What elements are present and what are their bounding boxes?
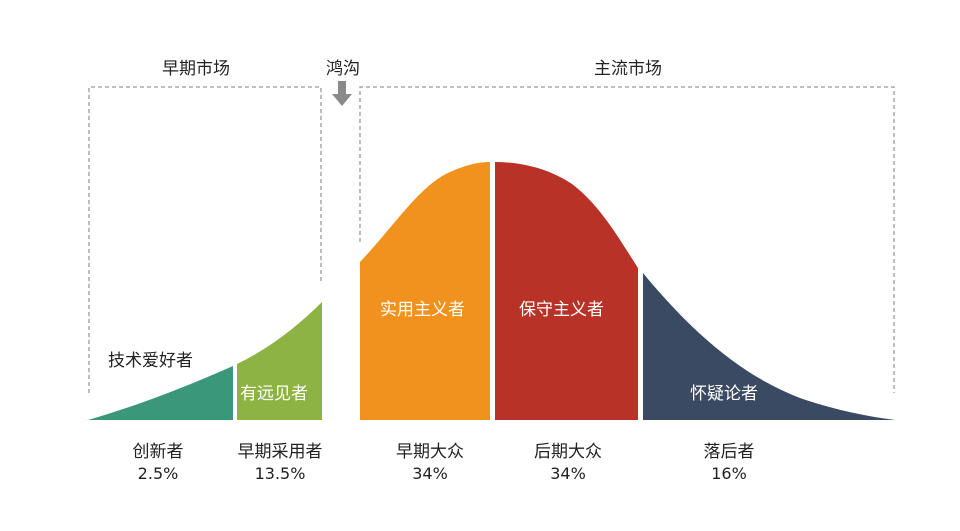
chasm-arrow-icon — [332, 81, 352, 106]
late-majority-name: 后期大众 — [534, 442, 602, 462]
laggards-name: 落后者 — [703, 442, 755, 462]
chasm-label: 鸿沟 — [326, 59, 360, 79]
early-majority-percent: 34% — [412, 464, 448, 483]
conservatives-label: 保守主义者 — [519, 300, 604, 320]
pragmatists-label: 实用主义者 — [380, 300, 465, 320]
early-adopters-percent: 13.5% — [254, 464, 306, 483]
early-majority-name: 早期大众 — [396, 442, 464, 462]
segment-early-majority — [360, 162, 490, 420]
innovators-name: 创新者 — [132, 442, 184, 462]
segment-innovators — [88, 366, 233, 420]
laggards-percent: 16% — [711, 464, 747, 483]
mainstream-market-bracket — [359, 86, 895, 393]
innovators-percent: 2.5% — [137, 464, 179, 483]
tech-enthusiasts-label: 技术爱好者 — [108, 351, 193, 371]
late-majority-percent: 34% — [550, 464, 586, 483]
segment-laggards — [643, 273, 895, 420]
segment-early-adopters — [237, 302, 322, 420]
visionaries-label: 有远见者 — [240, 384, 308, 404]
early-adopters-name: 早期采用者 — [237, 442, 323, 462]
early-market-bracket — [88, 86, 322, 393]
mainstream-market-label: 主流市场 — [594, 59, 662, 79]
segment-late-majority — [495, 162, 638, 420]
skeptics-label: 怀疑论者 — [690, 384, 758, 404]
early-market-label: 早期市场 — [162, 59, 230, 79]
